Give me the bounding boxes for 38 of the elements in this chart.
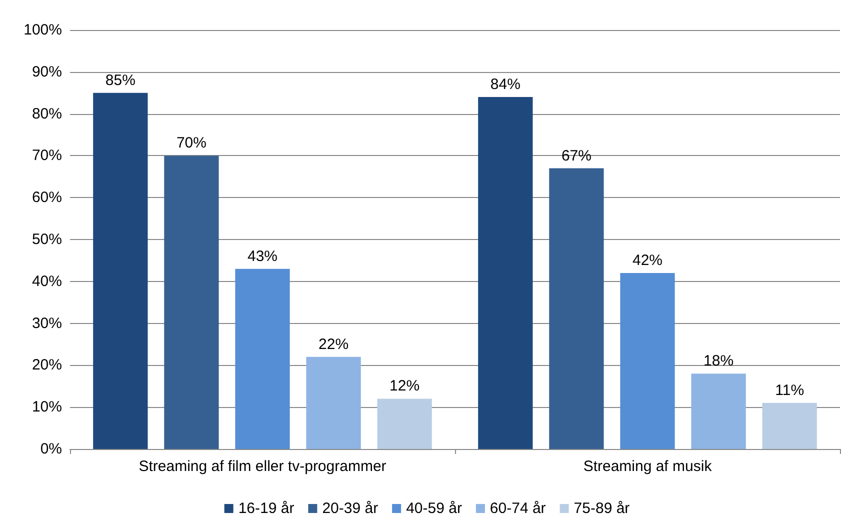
legend-label: 40-59 år (406, 500, 462, 517)
y-tick-label: 10% (32, 398, 62, 416)
y-tick-label: 40% (32, 272, 62, 290)
data-label: 12% (390, 378, 420, 395)
y-tick-label: 20% (32, 356, 62, 374)
y-tick-label: 30% (32, 314, 62, 332)
bar (306, 356, 361, 449)
data-label: 67% (561, 147, 592, 164)
data-label: 18% (704, 352, 734, 370)
y-tick-label: 60% (32, 189, 62, 206)
data-label: 85% (105, 72, 136, 89)
data-label: 43% (247, 248, 278, 265)
bar (691, 374, 746, 449)
data-label: 11% (775, 382, 804, 399)
bar (377, 398, 432, 449)
y-tick-label: 50% (32, 231, 62, 248)
y-tick-label: 0% (40, 440, 62, 458)
legend-label: 60-74 år (490, 500, 546, 517)
bar (620, 273, 675, 449)
data-label: 70% (176, 134, 206, 152)
legend-label: 20-39 år (322, 500, 378, 517)
bar (762, 402, 817, 449)
y-tick-label: 70% (32, 147, 62, 164)
legend-label: 16-19 år (238, 500, 294, 517)
bar (93, 92, 148, 449)
y-tick-label: 100% (24, 22, 62, 38)
y-tick-label: 90% (32, 63, 62, 80)
x-tick-label: Streaming af musik (583, 458, 712, 475)
x-tick-label: Streaming af film eller tv-programmer (138, 458, 386, 475)
y-tick-label: 80% (32, 105, 62, 122)
bar (164, 156, 219, 449)
data-label: 22% (318, 336, 349, 353)
data-label: 42% (632, 252, 663, 270)
data-label: 84% (490, 76, 520, 94)
bar (478, 97, 533, 449)
legend-label: 75-89 år (574, 500, 630, 517)
bar (235, 268, 290, 449)
bar (549, 168, 604, 449)
